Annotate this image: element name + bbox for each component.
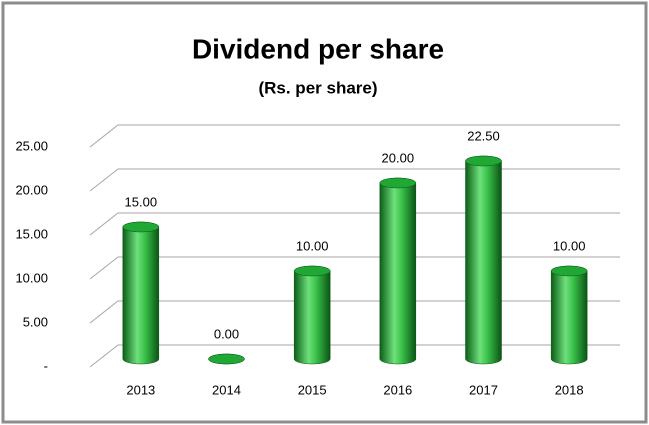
y-tick-label: 20.00 — [15, 182, 48, 197]
value-label: 15.00 — [125, 194, 158, 209]
value-label: 10.00 — [296, 238, 329, 253]
y-tick-label: - — [44, 358, 48, 373]
value-label: 22.50 — [467, 128, 500, 143]
y-tick-label: 15.00 — [15, 226, 48, 241]
value-label: 0.00 — [214, 326, 239, 341]
bar-top — [208, 353, 245, 365]
x-tick-label: 2017 — [469, 382, 498, 397]
x-tick-label: 2018 — [555, 382, 584, 397]
y-tick-label: 10.00 — [15, 270, 48, 285]
grid-line — [89, 300, 620, 324]
bar-top — [465, 155, 502, 167]
chart-title: Dividend per share — [192, 33, 444, 64]
x-tick-label: 2015 — [298, 382, 327, 397]
bar — [379, 177, 417, 365]
bar — [465, 155, 502, 365]
bar — [293, 265, 331, 365]
y-tick-label: 25.00 — [15, 138, 48, 153]
chart-subtitle: (Rs. per share) — [258, 78, 377, 97]
y-tick-label: 5.00 — [23, 314, 48, 329]
value-label: 10.00 — [553, 238, 586, 253]
bar-top — [293, 265, 331, 277]
bar-top — [122, 221, 160, 233]
bar — [122, 221, 160, 365]
grid-line — [89, 256, 620, 280]
grid-line — [89, 344, 620, 368]
bar-top — [550, 265, 588, 277]
x-tick-label: 2016 — [383, 382, 412, 397]
x-tick-label: 2013 — [126, 382, 155, 397]
grid-line — [89, 124, 620, 148]
bar — [550, 265, 588, 365]
grid-line — [89, 168, 620, 192]
grid-line — [89, 212, 620, 236]
bar-top — [379, 177, 417, 189]
x-tick-label: 2014 — [212, 382, 241, 397]
value-label: 20.00 — [382, 150, 415, 165]
